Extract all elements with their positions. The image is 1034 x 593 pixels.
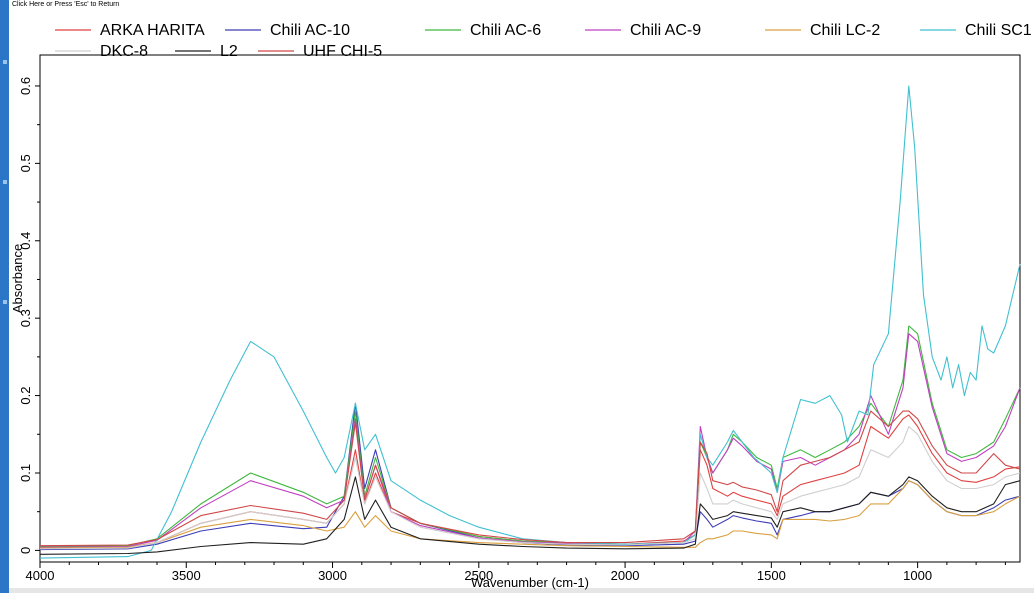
series-line-0 — [39, 414, 1021, 549]
x-tick-label: 3000 — [318, 568, 347, 583]
edge-marker — [3, 60, 7, 64]
x-tick-label: 4000 — [26, 568, 55, 583]
y-tick-label: 0.6 — [18, 77, 33, 95]
legend-label: DKC-8 — [100, 43, 148, 60]
plot-frame — [39, 54, 1021, 563]
edge-marker — [3, 300, 7, 304]
y-tick-label: 0.1 — [18, 464, 33, 482]
axes-layer: 4000 3500 3000 2500 2000 1500 1000 0 0.1 0.2 0.3 0.… — [18, 77, 1006, 583]
x-tick-label: 2000 — [611, 568, 640, 583]
x-tick-label: 2500 — [464, 568, 493, 583]
legend-label: UHF CHI-5 — [303, 43, 382, 60]
y-tick-label: 0 — [18, 547, 33, 554]
y-tick-label: 0.3 — [18, 309, 33, 327]
series-line-5 — [39, 85, 1021, 559]
legend-label: Chili AC-10 — [270, 22, 350, 39]
window-edge-bar — [0, 0, 9, 593]
y-tick-label: 0.2 — [18, 387, 33, 405]
series-line-4 — [39, 480, 1021, 549]
legend-label: Chili SC1 — [965, 22, 1032, 39]
x-tick-label: 3500 — [172, 568, 201, 583]
y-axis-title: Absorbance — [10, 244, 25, 313]
y-tick-label: 0.5 — [18, 154, 33, 172]
legend-label: Chili AC-6 — [470, 22, 541, 39]
x-axis-title: Wavenumber (cm-1) — [471, 575, 589, 590]
series-line-7 — [39, 476, 1021, 555]
edge-marker — [3, 180, 7, 184]
bottom-strip — [9, 588, 1034, 593]
series-line-6 — [39, 425, 1021, 550]
return-hint-link[interactable]: Click Here or Press 'Esc' to Return — [12, 1, 120, 8]
legend-label: Chili LC-2 — [810, 22, 880, 39]
legend-label: L2 — [220, 43, 238, 60]
series-line-2 — [39, 325, 1021, 548]
legend-label: Chili AC-9 — [630, 22, 701, 39]
legend-label: ARKA HARITA — [100, 22, 205, 39]
chart-legend: ARKA HARITA Chili AC-10 Chili AC-6 Chili AC… — [55, 22, 1032, 60]
x-tick-label: 1000 — [903, 568, 932, 583]
series-line-8 — [39, 410, 1021, 547]
y-tick-label: 0.4 — [18, 232, 33, 250]
x-tick-label: 1500 — [757, 568, 786, 583]
series-layer — [39, 85, 1021, 559]
